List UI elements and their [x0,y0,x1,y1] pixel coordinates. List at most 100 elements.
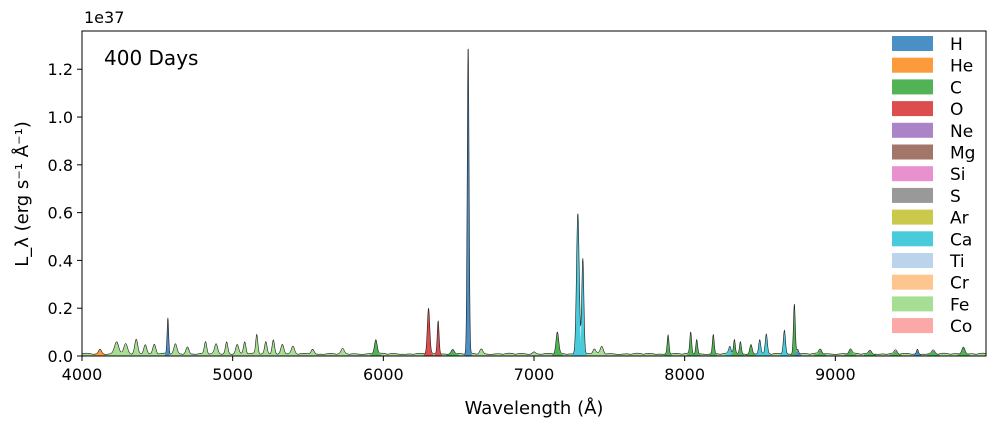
x-tick-label: 6000 [363,365,404,384]
line-area-o [434,320,442,356]
y-axis-ticks: 0.0 0.2 0.4 0.6 0.8 1.0 1.2 [48,60,82,366]
line-area-o [423,308,434,356]
line-area-c [730,339,738,356]
legend-label-ne: Ne [950,122,973,142]
legend-label-o: O [950,100,963,120]
legend-swatch-ne [892,122,933,138]
line-area-c [889,350,902,356]
line-area-fe [527,351,541,356]
x-tick-label: 7000 [514,365,555,384]
legend-label-he: He [950,57,973,77]
line-area-c [736,342,745,356]
line-area-fe [200,342,211,356]
y-tick-label: 1.2 [48,60,73,79]
y-tick-label: 1.0 [48,108,73,127]
line-area-h [464,46,472,356]
legend-swatch-ar [892,209,933,225]
line-area-fe [286,347,299,356]
legend-swatch-ca [892,231,933,247]
y-axis-label: L_λ (erg s⁻¹ Å⁻¹) [11,121,33,267]
line-area-fe [268,339,279,356]
legend-swatch-c [892,79,933,95]
line-area-ca [762,335,771,356]
line-area-fe [130,339,143,356]
legend-label-ca: Ca [950,230,972,250]
emission-areas [82,46,986,356]
x-tick-label: 8000 [664,365,705,384]
line-area-fe [276,344,289,356]
line-area-c [370,339,382,356]
x-tick-label: 4000 [62,365,103,384]
legend-label-h: H [950,35,963,55]
line-area-fe [336,349,349,356]
line-area-ca [780,330,789,356]
line-area-c [927,350,940,356]
line-area-c [446,349,459,356]
line-area-fe [260,342,271,356]
legend-swatch-ti [892,253,933,268]
line-area-ca [572,213,584,356]
line-area-fe [108,342,126,356]
legend-label-fe: Fe [950,295,969,315]
line-area-c [709,335,717,356]
line-area-c [814,349,827,356]
total-spectrum-line [81,48,987,355]
y-offset-label: 1e37 [84,8,124,27]
line-area-fe [148,344,161,356]
line-area-fe [221,342,232,356]
line-area-fe [210,344,223,356]
line-area-fe [169,344,182,356]
line-area-fe [181,347,194,356]
plot-frame [81,30,987,357]
line-area-h [164,318,171,356]
legend-swatch-mg [892,144,933,160]
x-tick-label: 9000 [815,365,856,384]
legend-swatch-h [892,36,933,51]
line-area-fe [475,349,488,356]
y-tick-label: 0.0 [48,347,73,366]
line-area-fe [252,335,261,356]
legend-swatch-si [892,166,933,182]
line-area-h [794,349,802,356]
legend-swatch-cr [892,274,933,290]
line-area-c [664,335,672,356]
y-tick-label: 0.6 [48,204,73,223]
legend-swatch-s [892,187,933,203]
y-tick-label: 0.2 [48,299,73,318]
line-area-fe [306,349,319,356]
legend-swatch-co [892,318,933,334]
line-area-fe [118,344,133,356]
x-axis-ticks: 4000 5000 6000 7000 8000 9000 [62,356,856,384]
line-area-c [551,332,563,356]
legend-label-ar: Ar [950,209,969,229]
line-area-ca [578,258,588,356]
legend-label-mg: Mg [950,144,975,164]
line-area-c [693,339,701,356]
y-tick-label: 0.4 [48,251,73,270]
legend-label-s: S [950,187,961,207]
legend-label-c: C [950,78,962,98]
annotation-label: 400 Days [104,46,198,70]
legend-swatch-he [892,57,933,73]
line-area-fe [239,342,250,356]
line-area-he [94,349,107,356]
line-area-c [790,304,798,356]
line-area-c [844,349,857,356]
legend-label-ti: Ti [949,252,965,272]
y-tick-label: 0.8 [48,156,73,175]
line-area-h [913,349,922,356]
x-axis-label: Wavelength (Å) [465,397,604,419]
line-area-ca [755,339,764,356]
line-area-fe [595,347,608,356]
legend-label-cr: Cr [950,274,969,294]
x-tick-label: 5000 [212,365,253,384]
line-area-c [687,332,695,356]
legend-label-si: Si [950,165,966,185]
line-area-c [863,350,877,356]
legend-swatch-o [892,101,933,117]
legend-swatch-fe [892,296,933,312]
line-area-c [957,347,970,356]
legend-label-co: Co [950,317,972,337]
